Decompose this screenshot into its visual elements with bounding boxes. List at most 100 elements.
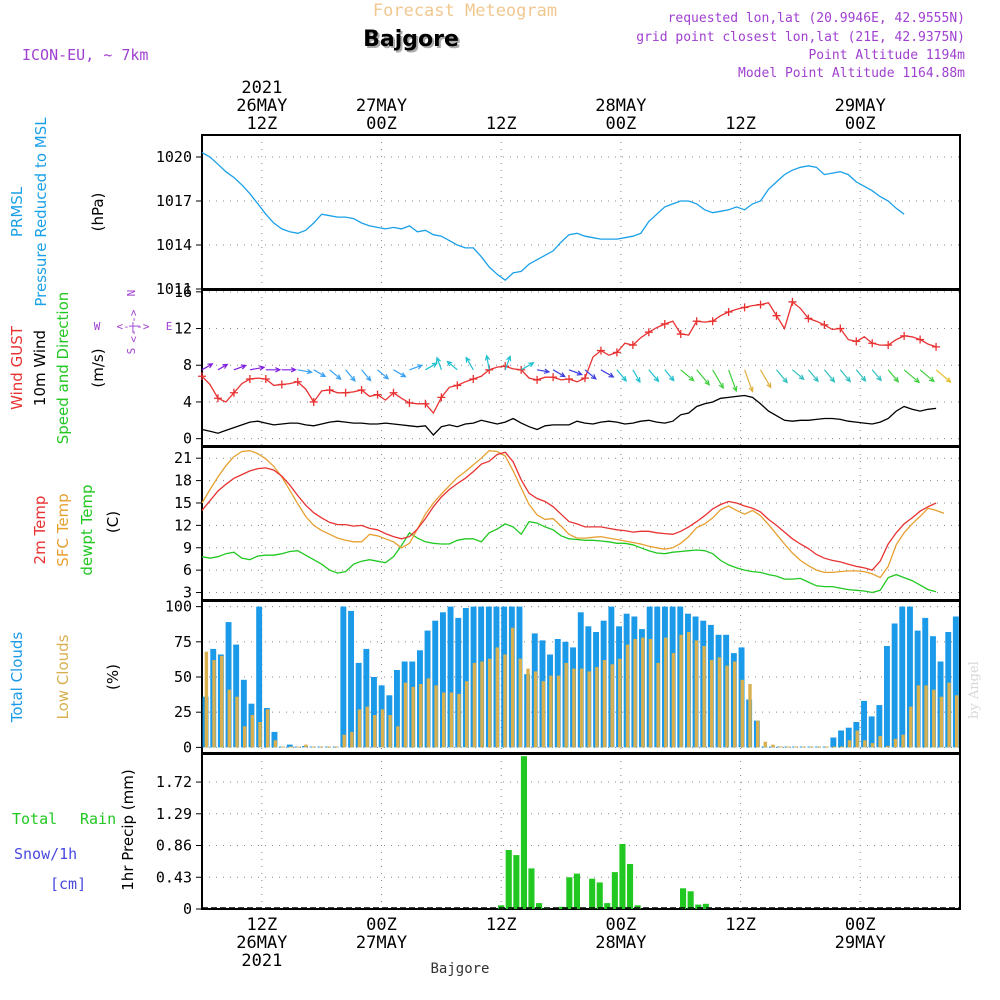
gust-marker — [213, 394, 222, 403]
low-cloud-bar — [227, 689, 231, 748]
gust-marker — [692, 317, 701, 326]
wind-direction-arrow — [919, 369, 935, 383]
gust-marker — [804, 314, 813, 323]
low-cloud-bar — [641, 637, 645, 748]
low-cloud-bar — [847, 740, 852, 748]
gust-marker — [565, 375, 574, 384]
requested-coords: requested lon,lat (20.9946E, 42.9555N) — [668, 11, 965, 26]
precip-bar — [498, 905, 505, 909]
low-cloud-bar — [947, 682, 951, 748]
wind-direction-arrow — [664, 369, 675, 382]
total-cloud-bar — [838, 730, 844, 748]
low-cloud-bar — [863, 740, 867, 748]
precip-bar — [687, 891, 694, 909]
total-cloud-bar — [363, 648, 370, 748]
low-cloud-bar — [633, 639, 637, 748]
total-cloud-bar — [371, 677, 377, 748]
low-cloud-bar — [235, 696, 239, 748]
total-cloud-bar — [891, 623, 898, 748]
point-altitude: Point Altitude 1194m — [808, 48, 965, 63]
wind-direction-arrow — [728, 369, 738, 393]
wind-direction-arrow — [680, 369, 695, 382]
low-cloud-bar — [265, 709, 270, 748]
y-tick-label: 25 — [174, 703, 192, 721]
compass-north: N — [125, 290, 138, 297]
low-cloud-bar — [786, 746, 790, 748]
sfc-temp-line — [201, 450, 945, 579]
date-label-bottom: 27MAY — [356, 933, 407, 953]
gust-marker — [389, 388, 398, 397]
wind-direction-arrow — [807, 369, 819, 383]
wind-direction-arrow — [329, 369, 342, 380]
snow-unit-label: [cm] — [50, 875, 86, 893]
low-cloud-bar — [488, 658, 492, 748]
total-cloud-bar — [462, 608, 469, 748]
low-cloud-bar — [526, 668, 530, 748]
y-tick-label: 3 — [183, 584, 192, 602]
wind-direction-arrow — [409, 364, 424, 371]
low-cloud-bar — [610, 664, 614, 748]
low-cloud-bar — [648, 639, 653, 748]
low-cloud-bar — [572, 668, 576, 748]
date-label-top: 27MAY — [356, 96, 407, 116]
y-tick-label: 12 — [174, 516, 192, 534]
wind-unit: (m/s) — [89, 348, 107, 387]
total-cloud-bar — [440, 612, 446, 748]
wind-direction-arrow — [616, 369, 628, 382]
low-cloud-bar — [204, 651, 209, 748]
low-cloud-bar — [924, 685, 928, 748]
precip-bar — [604, 903, 611, 909]
low-cloud-bar — [687, 632, 691, 748]
wind-direction-arrow — [297, 368, 313, 375]
date-label-bottom: 29MAY — [835, 933, 886, 953]
precip-bar — [695, 904, 702, 909]
precip-unit-label: 1hr Precip (mm) — [119, 769, 137, 890]
panel-clouds: 0 25 50 75 100 — [165, 598, 961, 756]
compass-horizontal: <-|-> — [116, 320, 149, 333]
model-altitude: Model Point Altitude 1164.88m — [738, 66, 965, 81]
low-cloud-bar — [250, 715, 254, 748]
total-cloud-bar — [394, 670, 400, 748]
low-cloud-bar — [932, 689, 936, 748]
low-cloud-bar — [901, 734, 905, 748]
precip-bar — [611, 872, 618, 909]
low-cloud-bar — [855, 730, 859, 748]
low-cloud-bar — [771, 744, 775, 748]
sfc-temp-label: SFC Temp — [54, 493, 72, 566]
wind10-label: 10m Wind — [31, 330, 49, 406]
precip-bar — [520, 756, 527, 909]
low-cloud-bar — [832, 746, 836, 748]
low-cloud-bar — [388, 715, 392, 748]
wind-direction-arrow — [839, 369, 852, 383]
total-cloud-bar — [432, 620, 439, 748]
total-cloud-bar — [455, 617, 462, 748]
low-cloud-bar — [365, 706, 369, 748]
low-cloud-bar — [411, 686, 415, 748]
low-cloud-bar — [909, 706, 913, 748]
precip-bar — [528, 868, 535, 909]
total-cloud-bar — [240, 679, 247, 748]
wind-direction-arrow — [855, 369, 867, 382]
panel-frame — [201, 446, 961, 601]
low-cloud-bar — [281, 746, 285, 748]
low-cloud-bar — [334, 746, 339, 748]
total-cloud-bar — [271, 731, 278, 748]
low-cloud-bar — [465, 681, 469, 748]
total-cloud-bar — [845, 727, 852, 748]
low-cloud-bar — [296, 746, 300, 748]
total-cloud-bar — [286, 744, 293, 748]
low-cloud-bar — [602, 660, 607, 748]
gust-marker — [756, 300, 765, 309]
gust-marker — [708, 317, 717, 326]
wind-direction-arrow — [712, 369, 724, 390]
panel-frame — [201, 134, 961, 290]
gust-marker — [868, 339, 877, 348]
wind-direction-arrow — [393, 369, 407, 378]
gust-marker — [469, 375, 478, 384]
low-cloud-bar — [311, 746, 316, 748]
wind-direction-arrow — [345, 369, 356, 382]
total-cloud-bar — [447, 606, 454, 748]
dewpt-line — [201, 520, 937, 594]
wind-direction-arrow — [903, 369, 921, 384]
